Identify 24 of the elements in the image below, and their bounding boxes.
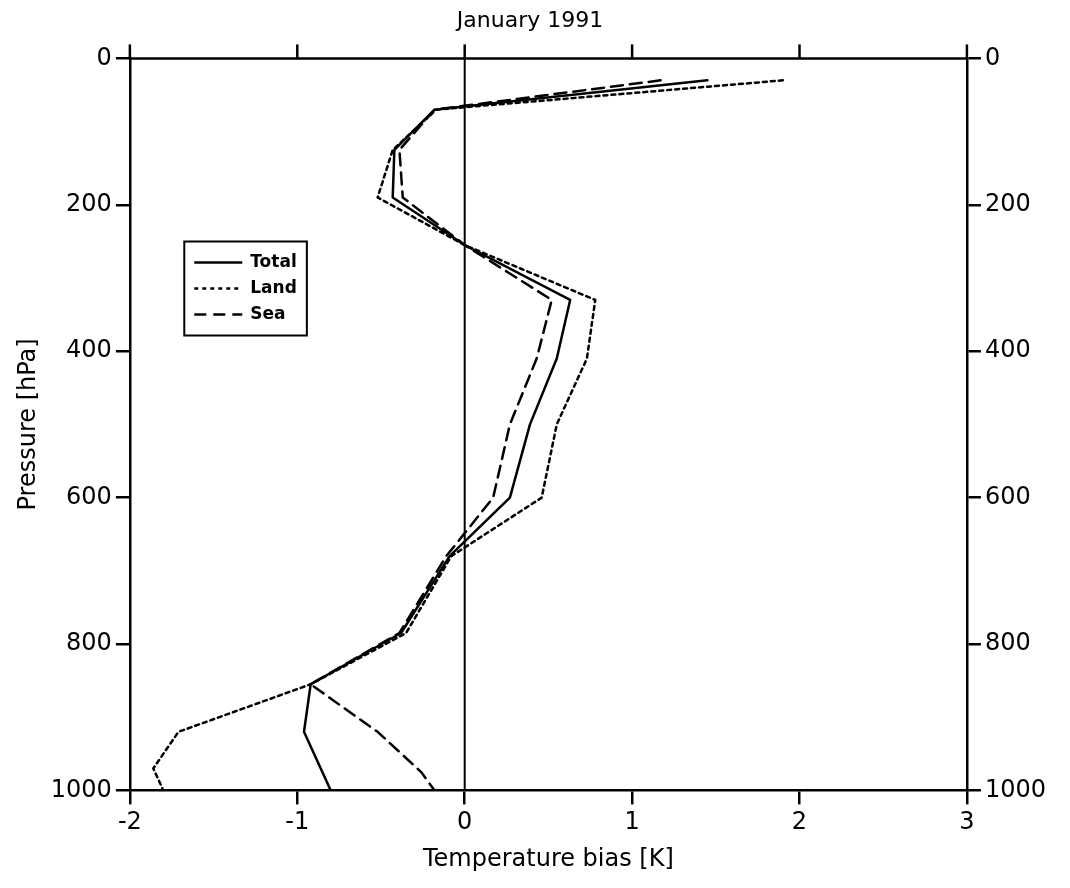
- y2-tick-label: 1000: [984, 774, 1046, 803]
- x-axis-title: Temperature bias [K]: [421, 843, 674, 872]
- legend-label: Total: [250, 250, 297, 271]
- x-tick-label: -2: [117, 807, 142, 836]
- y-axis-title: Pressure [hPa]: [12, 338, 41, 511]
- y-tick-label: 1000: [50, 774, 112, 803]
- x-tick-label: 3: [959, 807, 975, 836]
- y2-tick-label: 800: [984, 628, 1031, 657]
- x-tick-label: -1: [285, 807, 310, 836]
- y2-tick-label: 0: [984, 42, 1001, 71]
- x-tick-label: 1: [624, 807, 640, 836]
- y-tick-label: 0: [96, 42, 112, 71]
- y-tick-label: 800: [66, 628, 112, 657]
- y-tick-label: 400: [66, 335, 112, 364]
- x-tick-label: 0: [457, 807, 473, 836]
- x-tick-label: 2: [791, 807, 808, 836]
- y2-tick-label: 200: [984, 189, 1031, 218]
- y2-tick-label: 600: [984, 481, 1031, 510]
- y2-tick-label: 400: [984, 335, 1031, 364]
- chart-title: January 1991: [454, 6, 604, 32]
- y-tick-label: 200: [66, 189, 112, 218]
- y-tick-label: 600: [66, 481, 112, 510]
- legend-label: Sea: [250, 302, 286, 323]
- legend-label: Land: [250, 276, 297, 297]
